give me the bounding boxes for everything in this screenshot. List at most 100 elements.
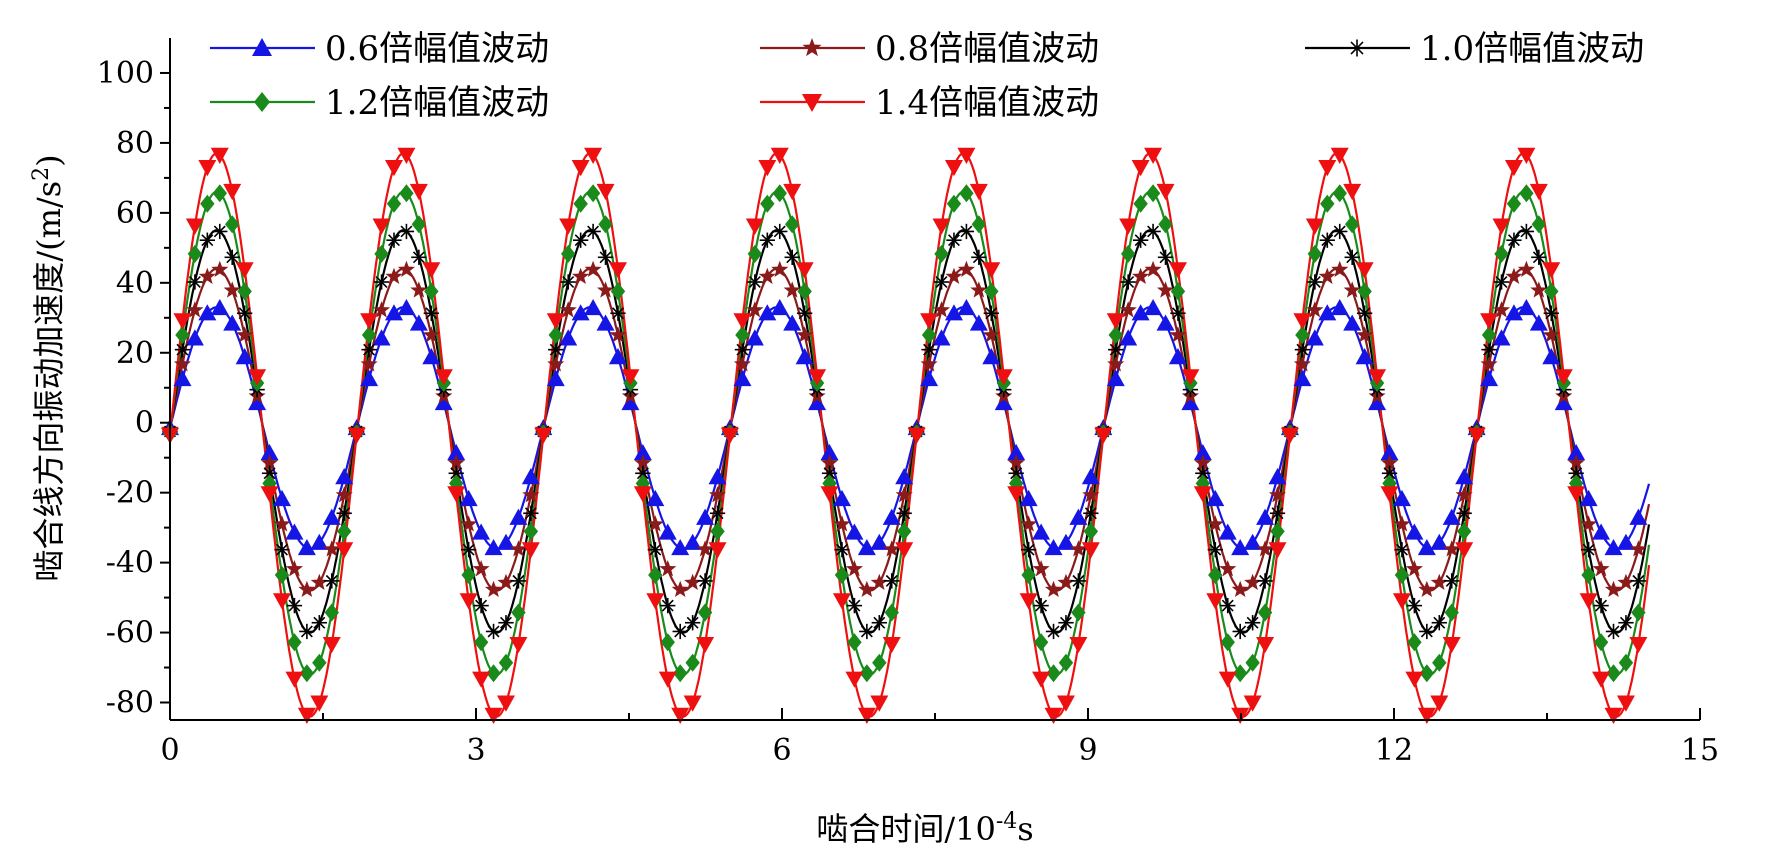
data-point [473,597,489,614]
data-point [1506,232,1522,248]
data-point [347,427,366,444]
data-point [560,274,576,290]
data-point [683,533,702,550]
data-point [685,653,700,672]
data-point [946,232,962,248]
data-point [708,486,727,503]
data-point [1094,427,1113,444]
data-point [274,542,290,558]
data-point [796,326,814,343]
data-point [273,515,291,532]
series-markers-3 [162,184,1646,683]
data-point [1355,348,1374,365]
data-point [297,707,316,724]
data-point [409,183,428,201]
data-point [671,580,689,597]
data-point [174,342,191,358]
data-point [1332,223,1348,240]
data-point [584,298,603,316]
legend: 0.6倍幅值波动 0.8倍幅值波动 1.0倍幅值波动 1.2倍幅值波动 1.4倍幅值波动 [210,29,1644,123]
axes: 0 3 6 9 12 15 -80 -60 -40 -20 0 20 40 60 80 100 [97,38,1719,768]
data-point [1542,262,1561,279]
data-point [870,533,889,550]
data-point [175,326,190,345]
data-point [1307,244,1323,263]
data-point [1206,593,1225,610]
data-point [896,522,912,541]
data-point [1418,580,1436,597]
data-point [1208,566,1223,585]
data-point [422,262,441,279]
data-point [1020,542,1037,558]
data-point [834,542,850,558]
data-point [1456,522,1472,541]
data-point [173,313,192,330]
data-point [660,597,676,614]
data-point [984,282,999,301]
data-point [1405,560,1423,577]
y-tick-label: 100 [97,56,154,91]
data-point [1504,304,1523,321]
y-tick-label: 20 [116,336,154,371]
data-point [397,298,416,316]
data-point [1616,695,1635,712]
data-point [461,542,477,558]
data-point [660,633,675,652]
legend-marker [802,94,822,112]
data-point [272,593,291,610]
data-point [1368,369,1387,386]
data-point [1145,184,1161,203]
data-point [1270,522,1285,541]
data-point [1417,707,1436,724]
data-point [932,218,951,235]
data-point [857,538,876,556]
data-point [1108,326,1123,345]
data-point [596,183,615,201]
data-point [1442,636,1461,654]
data-point [983,305,999,321]
data-point [783,183,802,201]
data-point [198,267,216,284]
legend-item: 1.2倍幅值波动 [210,83,549,123]
data-point [1132,267,1150,284]
data-point [1081,542,1100,559]
data-point [783,314,802,331]
y-tick-label: 0 [135,406,154,441]
data-point [1069,540,1087,557]
data-point [633,486,652,503]
data-point [248,369,267,386]
data-point [745,329,764,346]
data-point [969,314,988,331]
data-point [872,653,887,672]
data-point [336,505,352,521]
data-point [1480,369,1499,387]
data-point [434,369,453,386]
legend-item: 1.0倍幅值波动 [1305,29,1644,69]
data-point [1007,454,1025,471]
y-tick-label: -80 [106,686,154,721]
data-point [758,267,776,284]
data-point [1393,515,1411,532]
data-point [1417,538,1436,556]
data-point [1206,515,1224,532]
data-point [1606,664,1621,683]
data-point [857,707,876,724]
data-point [1544,282,1559,301]
data-point [944,159,963,177]
data-point [608,262,627,279]
data-point [959,184,974,203]
data-point [1245,653,1260,672]
data-point [1531,215,1547,234]
data-point [745,218,764,235]
data-point [673,664,688,683]
data-point [1455,468,1474,485]
data-point [1330,147,1349,164]
data-point [185,329,204,346]
data-point [374,244,389,263]
data-point [236,326,254,343]
data-point [411,249,427,265]
data-point [1543,305,1559,321]
data-point [932,301,951,318]
data-point [486,664,501,683]
data-point [1219,560,1237,577]
